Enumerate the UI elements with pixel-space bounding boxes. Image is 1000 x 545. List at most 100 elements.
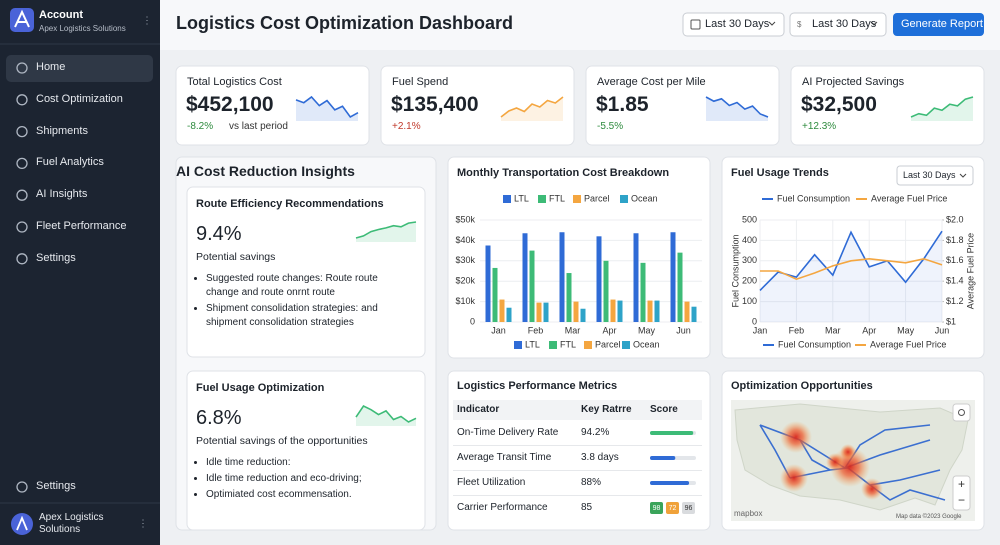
y-tick-label: $10k: [455, 296, 475, 306]
nav-item[interactable]: Cost Optimization: [36, 92, 123, 105]
kpi-value: $135,400: [391, 93, 479, 116]
score-badge: [682, 502, 695, 514]
calendar-icon: [690, 19, 701, 30]
heat-spot: [826, 453, 844, 471]
y-tick-label: 200: [742, 276, 757, 286]
kpi-value: $1.85: [596, 93, 649, 116]
bar: [684, 301, 690, 322]
kpi-label: Total Logistics Cost: [187, 76, 282, 88]
bar: [485, 245, 491, 322]
sparkline-area: [356, 406, 416, 426]
zoom-out[interactable]: −: [958, 493, 965, 507]
kpi-label: AI Projected Savings: [802, 76, 905, 88]
zoom-control[interactable]: [952, 475, 971, 511]
menu-dots[interactable]: ⋮: [142, 16, 152, 27]
score-badge: [666, 502, 679, 514]
nav-settings[interactable]: Settings: [36, 480, 76, 492]
insight-caption: Potential savings: [196, 251, 276, 263]
chart-title: Monthly Transportation Cost Breakdown: [457, 167, 670, 179]
insight-value: 9.4%: [196, 223, 242, 245]
kpi-change: -5.5%: [597, 121, 624, 132]
indicator: Carrier Performance: [457, 502, 548, 513]
x-tick-label: Mar: [825, 325, 841, 335]
x-tick-label: Jun: [676, 325, 691, 335]
score-bar: [650, 481, 690, 485]
insight-title: Route Efficiency Recommendations: [196, 198, 384, 210]
nav-item[interactable]: Shipments: [36, 124, 88, 137]
line: [759, 230, 943, 291]
bullet: Idle time reduction:: [206, 456, 411, 470]
x-tick-label: Jan: [491, 325, 506, 335]
nav-item[interactable]: Fuel Analytics: [36, 156, 104, 169]
y2-tick-label: $2.0: [946, 214, 964, 224]
bar: [580, 308, 586, 322]
y2-tick-label: $1.2: [946, 296, 964, 306]
nav-icon: [16, 125, 28, 138]
bar: [499, 299, 505, 322]
nav-item[interactable]: Settings: [36, 251, 76, 264]
filter-label[interactable]: Last 30 Days: [812, 18, 877, 30]
card-title: Logistics Performance Metrics: [457, 380, 618, 392]
badge-label: 96: [685, 505, 693, 512]
x-tick-label: Jun: [935, 325, 950, 335]
sidebar: [0, 0, 160, 545]
nav-item[interactable]: Home: [36, 61, 66, 73]
bar: [617, 300, 623, 322]
y2-tick-label: $1.6: [946, 255, 964, 265]
insight-card: [186, 186, 426, 358]
zoom-in[interactable]: +: [958, 477, 965, 491]
nav-icon: [16, 62, 28, 74]
button-label[interactable]: Generate Report: [901, 18, 983, 30]
nav-item[interactable]: AI Insights: [36, 188, 88, 201]
dropdown-label[interactable]: Last 30 Days: [903, 170, 956, 180]
nav-icon: [16, 253, 28, 265]
legend-label: Parcel: [584, 193, 610, 203]
legend-swatch: [573, 195, 581, 203]
generate-button[interactable]: [893, 13, 984, 36]
sparkline: [705, 96, 769, 118]
bar: [573, 301, 579, 322]
legend-swatch: [622, 341, 630, 349]
heat-spot: [780, 464, 808, 492]
menu-dots[interactable]: ⋮: [138, 519, 148, 530]
bar: [543, 302, 549, 322]
nav-icon: [16, 94, 28, 106]
x-tick-label: Mar: [565, 325, 581, 335]
nav-active: [6, 55, 153, 82]
sparkline: [910, 96, 974, 118]
chart-card: [721, 156, 985, 359]
legend-label: Parcel: [595, 339, 621, 349]
kpi-card: [380, 65, 575, 146]
y2-axis-title: Average Fuel Price: [965, 233, 975, 309]
bar: [640, 262, 646, 322]
kpi-card: [585, 65, 780, 146]
range-dropdown[interactable]: [896, 165, 974, 186]
bar: [529, 250, 535, 322]
legend-swatch: [620, 195, 628, 203]
y2-tick-label: $1.8: [946, 235, 964, 245]
legend-label: FTL: [549, 193, 565, 203]
key-ratio: 3.8 days: [581, 452, 619, 463]
locate-button[interactable]: [952, 403, 971, 422]
date-filter[interactable]: [682, 12, 785, 37]
nav-item[interactable]: Fleet Performance: [36, 220, 127, 232]
nav-icon: [16, 189, 28, 201]
y-tick-label: 100: [742, 296, 757, 306]
filter-label[interactable]: Last 30 Days: [705, 18, 770, 30]
y-tick-label: $50k: [455, 214, 475, 224]
x-tick-label: Jan: [753, 325, 768, 335]
y-axis-title: Fuel Consumption: [730, 234, 740, 307]
kpi-card: [175, 65, 370, 146]
sparkline: [355, 221, 417, 239]
date-filter[interactable]: [789, 12, 887, 37]
bar: [506, 307, 512, 322]
y2-tick-label: $1.4: [946, 276, 964, 286]
bar: [596, 236, 602, 322]
kpi-change: -8.2%: [187, 121, 214, 132]
key-ratio: 85: [581, 502, 593, 513]
y-tick-label: $40k: [455, 235, 475, 245]
card-title: Optimization Opportunities: [731, 380, 873, 392]
kpi-label: Average Cost per Mile: [597, 76, 706, 88]
